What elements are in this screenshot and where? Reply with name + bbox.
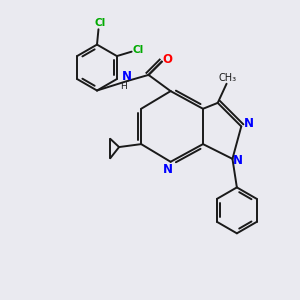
- Text: Cl: Cl: [133, 45, 144, 55]
- Text: Cl: Cl: [94, 18, 106, 28]
- Text: N: N: [233, 154, 243, 167]
- Text: N: N: [163, 163, 173, 176]
- Text: H: H: [120, 82, 126, 91]
- Text: CH₃: CH₃: [218, 73, 236, 83]
- Text: O: O: [162, 53, 172, 66]
- Text: N: N: [244, 117, 254, 130]
- Text: N: N: [122, 70, 132, 83]
